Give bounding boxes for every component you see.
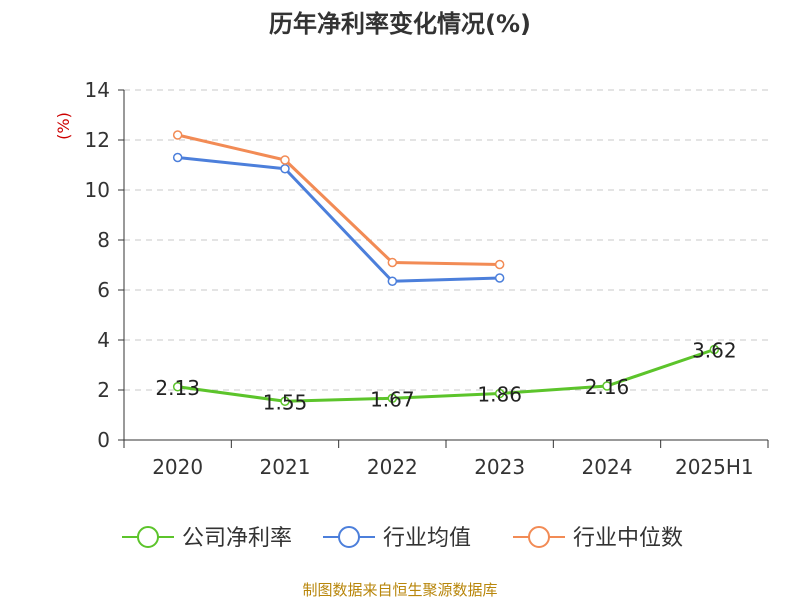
data-point (494, 388, 505, 399)
data-point (280, 155, 290, 165)
y-tick-label: 14 (85, 78, 110, 102)
data-point (494, 259, 505, 270)
data-point (172, 382, 183, 392)
x-tick-label: 2023 (474, 455, 525, 479)
data-point (280, 164, 290, 174)
data-point (602, 381, 612, 391)
x-tick-label: 2021 (260, 455, 311, 479)
y-tick-label: 12 (85, 128, 110, 152)
x-tick-label: 2025H1 (675, 455, 754, 479)
chart-title: 历年净利率变化情况(%) (269, 10, 531, 38)
x-tick-label: 2020 (152, 455, 203, 479)
data-label: 1.55 (263, 390, 308, 414)
legend-marker (137, 526, 159, 548)
x-tick-label: 2022 (367, 455, 418, 479)
data-label: 2.13 (155, 376, 200, 400)
legend-label: 行业中位数 (573, 526, 683, 551)
data-point (709, 344, 720, 355)
y-tick-label: 4 (97, 328, 110, 352)
data-point (387, 257, 398, 268)
data-label: 2.16 (585, 375, 630, 399)
data-point (172, 130, 183, 140)
x-tick-label: 2024 (582, 455, 633, 479)
data-point (280, 396, 290, 406)
y-tick-label: 2 (97, 378, 110, 402)
legend-marker (338, 526, 360, 548)
y-tick-label: 10 (85, 178, 110, 202)
legend-label: 行业均值 (383, 526, 471, 551)
legend-label: 公司净利率 (182, 526, 292, 551)
data-point (172, 152, 183, 163)
data-point (494, 273, 505, 283)
data-label: 3.62 (692, 339, 737, 363)
data-label: 1.86 (477, 383, 522, 407)
grid-lines (124, 89, 768, 391)
y-tick-label: 8 (97, 228, 110, 252)
y-tick-label: 6 (97, 278, 110, 302)
y-tick-label: 0 (97, 428, 110, 452)
legend-marker (528, 526, 550, 548)
data-point (387, 393, 398, 403)
series-line-1 (177, 156, 500, 283)
y-axis-unit-label: (%) (54, 112, 73, 140)
data-label: 1.67 (370, 387, 415, 411)
legend: 公司净利率 行业均值 行业中位数 (122, 526, 683, 551)
series-line-2 (177, 133, 500, 266)
data-point (387, 276, 398, 286)
axes: 0 2 4 6 8 10 12 14 2020 2021 2022 2023 2024 2025H1 (85, 78, 769, 479)
source-note: 制图数据来自恒生聚源数据库 (302, 581, 497, 599)
series-layer: 2.13 1.55 1.67 1.86 2.16 3.62 (155, 130, 737, 414)
series-line-0 (177, 348, 715, 403)
